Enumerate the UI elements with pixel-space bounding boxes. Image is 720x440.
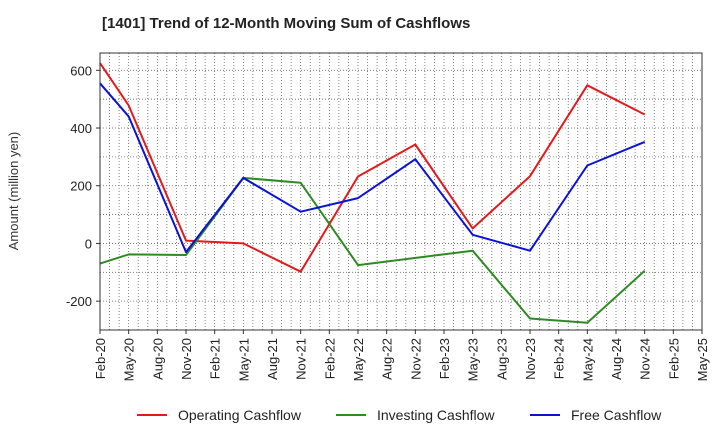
- y-axis-ticks: -200 0 200 400 600: [66, 63, 100, 309]
- x-tick-label: May-25: [695, 338, 710, 381]
- legend-swatch-investing: [336, 414, 366, 416]
- legend-label-investing: Investing Cashflow: [377, 407, 495, 423]
- legend-swatch-free: [530, 414, 560, 416]
- y-tick-label: 400: [70, 121, 92, 136]
- x-tick-label: Aug-23: [494, 338, 509, 380]
- x-tick-label: Aug-20: [150, 338, 165, 380]
- y-axis-label: Amount (million yen): [6, 132, 21, 251]
- x-tick-label: Feb-20: [93, 338, 108, 379]
- grid-lines: [100, 53, 702, 330]
- x-tick-label: May-22: [351, 338, 366, 381]
- legend-label-free: Free Cashflow: [571, 407, 662, 423]
- y-tick-label: -200: [66, 294, 92, 309]
- series-line-operating-cashflow: [99, 62, 646, 273]
- legend-label-operating: Operating Cashflow: [178, 407, 301, 423]
- y-tick-label: 200: [70, 179, 92, 194]
- x-tick-label: May-20: [122, 338, 137, 381]
- series-lines: [99, 62, 646, 324]
- x-tick-label: Feb-24: [552, 338, 567, 379]
- x-tick-label: Aug-22: [380, 338, 395, 380]
- x-tick-label: May-24: [580, 338, 595, 381]
- series-line-free-cashflow: [99, 82, 646, 254]
- y-tick-label: 600: [70, 63, 92, 78]
- x-tick-label: Nov-20: [179, 338, 194, 380]
- x-tick-label: May-21: [236, 338, 251, 381]
- x-tick-label: Aug-24: [609, 338, 624, 380]
- x-axis-ticks: Feb-20 May-20 Aug-20 Nov-20 Feb-21 May-21 Aug-…: [93, 330, 710, 381]
- x-tick-label: Feb-23: [437, 338, 452, 379]
- x-tick-label: Nov-23: [523, 338, 538, 380]
- legend-item-investing: Investing Cashflow: [336, 405, 495, 425]
- legend-item-operating: Operating Cashflow: [137, 405, 301, 425]
- y-tick-label: 0: [85, 236, 92, 251]
- x-tick-label: Aug-21: [265, 338, 280, 380]
- x-tick-label: Nov-21: [294, 338, 309, 380]
- x-tick-label: Nov-24: [638, 338, 653, 380]
- x-tick-label: Feb-25: [666, 338, 681, 379]
- x-tick-label: Feb-21: [208, 338, 223, 379]
- legend-item-free: Free Cashflow: [530, 405, 661, 425]
- x-tick-label: Nov-22: [408, 338, 423, 380]
- plot-frame: [99, 52, 703, 331]
- x-tick-label: May-23: [466, 338, 481, 381]
- legend-swatch-operating: [137, 414, 167, 416]
- x-tick-label: Feb-22: [322, 338, 337, 379]
- legend: Operating Cashflow Investing Cashflow Fr…: [0, 405, 720, 425]
- chart-title: [1401] Trend of 12-Month Moving Sum of C…: [102, 15, 471, 32]
- series-line-investing-cashflow: [99, 176, 646, 324]
